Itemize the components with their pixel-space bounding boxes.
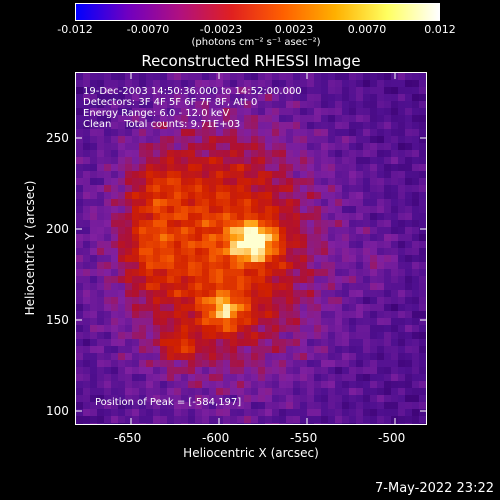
- y-tick-label: 250: [46, 131, 69, 145]
- annotation-time-range: 19-Dec-2003 14:50:36.000 to 14:52:00.000: [83, 86, 302, 97]
- colorbar-tick-label: -0.012: [57, 23, 93, 36]
- colorbar-tick-label: 0.0023: [274, 23, 314, 36]
- x-tick-label: -650: [114, 431, 142, 445]
- x-tick-label: -550: [290, 431, 318, 445]
- colorbar-units: (photons cm⁻² s⁻¹ asec⁻²): [191, 37, 321, 48]
- rhessi-image-plot: 19-Dec-2003 14:50:36.000 to 14:52:00.000…: [75, 72, 427, 425]
- colorbar: [75, 3, 440, 21]
- x-tick-label: -500: [378, 431, 406, 445]
- annotation-peak-position: Position of Peak = [-584,197]: [95, 397, 242, 408]
- y-tick-label: 150: [46, 313, 69, 327]
- colorbar-tick-label: 0.0070: [347, 23, 387, 36]
- rhessi-heatmap-image: [76, 73, 426, 424]
- y-axis-label: Heliocentric Y (arcsec): [23, 180, 37, 316]
- plot-title: Reconstructed RHESSI Image: [141, 52, 361, 70]
- annotation-energy-range: Energy Range: 6.0 - 12.0 keV: [83, 108, 230, 119]
- annotation-detectors: Detectors: 3F 4F 5F 6F 7F 8F, Att 0: [83, 97, 258, 108]
- annotation-clean-counts: Clean Total counts: 9.71E+03: [83, 119, 241, 130]
- y-tick-label: 200: [46, 222, 69, 236]
- colorbar-tick-label: 0.012: [424, 23, 456, 36]
- colorbar-tick-label: -0.0023: [199, 23, 243, 36]
- x-tick-label: -600: [202, 431, 230, 445]
- colorbar-tick-label: -0.0070: [126, 23, 170, 36]
- footer-timestamp: 7-May-2022 23:22: [375, 481, 494, 496]
- y-tick-label: 100: [46, 404, 69, 418]
- x-axis-label: Heliocentric X (arcsec): [183, 446, 319, 460]
